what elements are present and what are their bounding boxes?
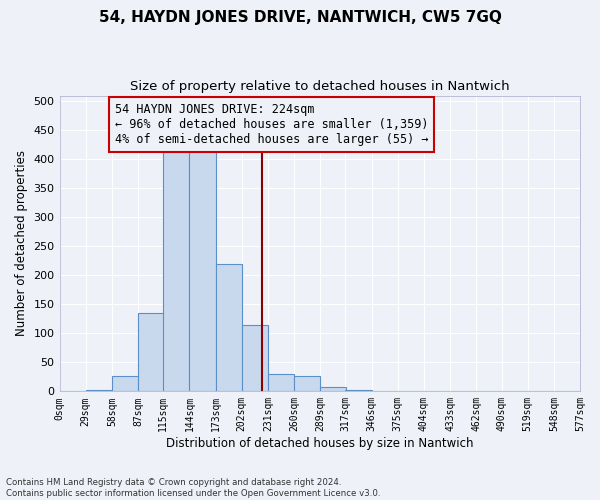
Text: 54, HAYDN JONES DRIVE, NANTWICH, CW5 7GQ: 54, HAYDN JONES DRIVE, NANTWICH, CW5 7GQ — [98, 10, 502, 25]
X-axis label: Distribution of detached houses by size in Nantwich: Distribution of detached houses by size … — [166, 437, 473, 450]
Bar — [242, 324, 268, 392]
Bar — [320, 386, 346, 392]
Bar — [190, 149, 215, 392]
Y-axis label: Number of detached properties: Number of detached properties — [15, 150, 28, 336]
Bar — [294, 376, 320, 392]
Bar — [163, 148, 190, 392]
Title: Size of property relative to detached houses in Nantwich: Size of property relative to detached ho… — [130, 80, 509, 93]
Text: Contains HM Land Registry data © Crown copyright and database right 2024.
Contai: Contains HM Land Registry data © Crown c… — [6, 478, 380, 498]
Bar — [346, 390, 371, 392]
Bar — [86, 390, 112, 392]
Bar — [138, 313, 164, 392]
Text: 54 HAYDN JONES DRIVE: 224sqm
← 96% of detached houses are smaller (1,359)
4% of : 54 HAYDN JONES DRIVE: 224sqm ← 96% of de… — [115, 103, 428, 146]
Bar — [215, 264, 242, 392]
Bar — [112, 376, 138, 392]
Bar — [268, 374, 294, 392]
Bar — [554, 391, 580, 392]
